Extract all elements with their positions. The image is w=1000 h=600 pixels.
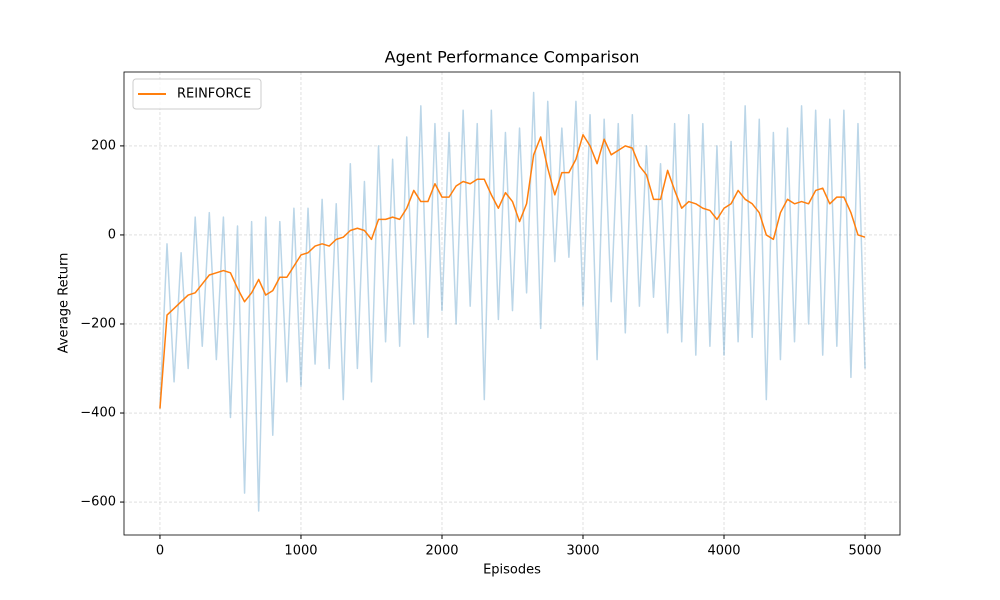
x-tick-label: 0 [156, 544, 164, 559]
series-line [159, 134, 866, 409]
chart-title: Agent Performance Comparison [385, 48, 640, 67]
y-tick-label: −400 [80, 406, 116, 421]
series-line [159, 91, 866, 512]
y-tick-label: 0 [108, 227, 116, 242]
x-tick-label: 1000 [284, 544, 317, 559]
y-tick-label: −200 [80, 316, 116, 331]
x-tick-label: 4000 [707, 544, 740, 559]
legend-box [132, 78, 262, 110]
y-axis-label: Average Return [57, 253, 72, 354]
x-axis-label: Episodes [483, 563, 541, 578]
y-tick-label: 200 [91, 138, 116, 153]
x-tick-label: 3000 [566, 544, 599, 559]
legend-label: REINFORCE [177, 87, 251, 102]
plot-frame [123, 71, 901, 536]
x-tick-label: 5000 [848, 544, 881, 559]
y-tick-label: −600 [80, 495, 116, 510]
x-tick-label: 2000 [425, 544, 458, 559]
